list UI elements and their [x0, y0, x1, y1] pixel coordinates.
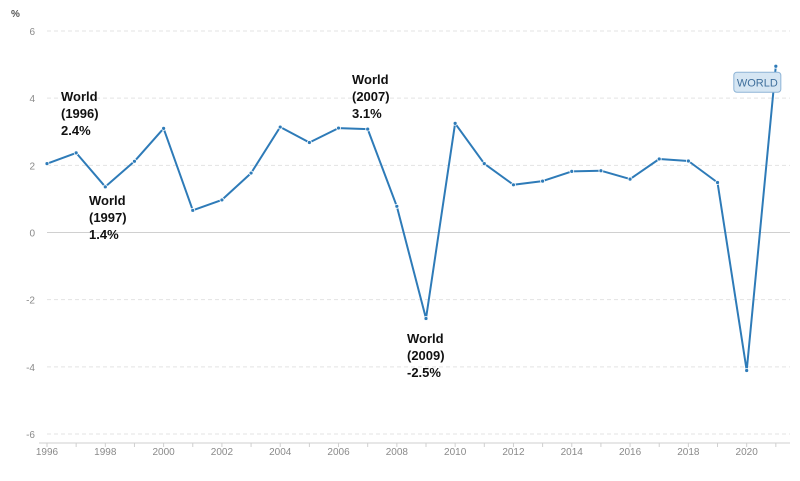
x-tick-label: 1996 [36, 447, 59, 458]
legend[interactable]: WORLD [733, 71, 782, 93]
data-point[interactable] [336, 125, 341, 131]
data-point[interactable] [511, 182, 516, 188]
annotation-text: 1.4% [89, 227, 119, 242]
x-tick-label: 2014 [561, 447, 584, 458]
y-tick-label: -2 [26, 296, 35, 307]
data-point[interactable] [540, 178, 546, 184]
data-point[interactable] [219, 197, 225, 203]
y-tick-label: 6 [29, 27, 35, 38]
data-point[interactable] [685, 158, 691, 164]
x-tick-label: 2000 [152, 447, 175, 458]
y-tick-label: -6 [26, 430, 35, 441]
data-point[interactable] [423, 316, 429, 321]
data-point[interactable] [277, 124, 283, 130]
y-tick-label: -4 [26, 363, 35, 374]
x-tick-label: 2002 [211, 447, 234, 458]
annotation-text: World [407, 331, 444, 346]
data-point[interactable] [452, 120, 458, 126]
data-point[interactable] [569, 168, 575, 174]
y-axis-unit-label: % [11, 9, 20, 20]
legend-box[interactable] [733, 71, 782, 93]
y-tick-label: 4 [29, 94, 35, 105]
annotation-text: 2.4% [61, 123, 91, 138]
annotation-text: -2.5% [407, 365, 441, 380]
y-tick-label: 0 [29, 229, 35, 240]
y-tick-label: 2 [29, 161, 35, 172]
data-point[interactable] [656, 156, 662, 162]
x-tick-label: 1998 [94, 447, 117, 458]
data-point[interactable] [306, 140, 312, 145]
data-point[interactable] [715, 180, 720, 185]
data-point[interactable] [73, 150, 79, 156]
x-tick-label: 2010 [444, 447, 467, 458]
annotation-text: (2007) [352, 89, 390, 104]
data-point[interactable] [132, 158, 137, 164]
x-tick-label: 2018 [677, 447, 700, 458]
annotation-text: World [61, 89, 98, 104]
data-point[interactable] [773, 63, 779, 69]
data-point[interactable] [44, 161, 50, 167]
annotation-text: World [352, 72, 389, 87]
data-point[interactable] [394, 203, 400, 209]
data-point[interactable] [365, 126, 371, 132]
x-tick-label: 2012 [502, 447, 525, 458]
data-point[interactable] [248, 170, 254, 176]
data-point[interactable] [627, 176, 633, 182]
x-tick-label: 2020 [736, 447, 759, 458]
annotation-text: (1996) [61, 106, 99, 121]
data-point[interactable] [598, 168, 604, 174]
annotation-text: 3.1% [352, 106, 382, 121]
data-point[interactable] [102, 184, 108, 190]
series-line-world[interactable] [46, 66, 777, 372]
x-tick-label: 2006 [327, 447, 350, 458]
data-point[interactable] [481, 161, 487, 167]
annotation-text: (2009) [407, 348, 445, 363]
annotation-text: World [89, 193, 126, 208]
legend-label-world[interactable]: WORLD [737, 77, 778, 89]
data-point[interactable] [161, 125, 167, 131]
annotation-text: (1997) [89, 210, 127, 225]
grid-lines [47, 30, 790, 435]
x-tick-label: 2016 [619, 447, 642, 458]
x-tick-label: 2004 [269, 447, 292, 458]
data-point[interactable] [744, 368, 750, 373]
data-point[interactable] [190, 207, 196, 213]
x-tick-label: 2008 [386, 447, 409, 458]
annotations: World (1996) 2.4% World (1997) 1.4% World (2007… [61, 72, 445, 380]
series-layer [44, 63, 779, 373]
